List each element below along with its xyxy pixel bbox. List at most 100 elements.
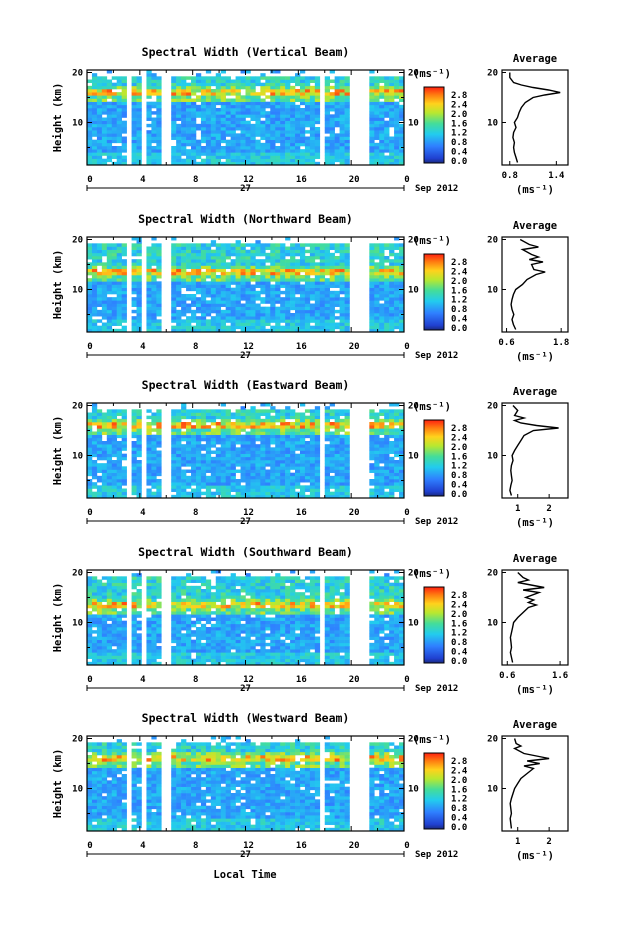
y-tick-label: 10	[72, 452, 83, 462]
heatmap-cell	[379, 325, 385, 330]
heatmap-cell	[210, 240, 217, 244]
heatmap-cell	[260, 252, 266, 257]
heatmap-cell	[369, 275, 375, 279]
heatmap-cell	[205, 453, 212, 458]
heatmap-cell	[399, 469, 405, 473]
heatmap-cell	[91, 319, 98, 323]
heatmap-cell	[334, 325, 340, 330]
heatmap-cell	[136, 120, 142, 125]
heatmap-cell	[200, 422, 207, 426]
y-tick-label-right: 20	[408, 402, 419, 412]
heatmap-cell	[379, 89, 385, 93]
heatmap-cell	[290, 158, 296, 163]
heatmap-cell	[304, 425, 311, 429]
heatmap-cell	[275, 101, 281, 106]
heatmap-cell	[304, 306, 311, 311]
heatmap-cell	[384, 428, 390, 432]
heatmap-cell	[299, 123, 306, 128]
heatmap-cell	[171, 79, 177, 83]
heatmap-cell	[329, 319, 335, 323]
heatmap-cell	[106, 431, 113, 435]
heatmap-cell	[245, 127, 251, 131]
heatmap-cell	[389, 482, 395, 486]
heatmap-cell	[101, 92, 108, 96]
heatmap-cell	[191, 89, 197, 93]
heatmap-cell	[309, 441, 316, 445]
heatmap-cell	[304, 422, 311, 426]
heatmap-cell	[205, 259, 212, 263]
heatmap-cell	[270, 488, 276, 492]
heatmap-cell	[295, 142, 301, 147]
heatmap-cell	[210, 300, 217, 304]
heatmap-cell	[334, 158, 340, 163]
heatmap-cell	[265, 482, 271, 486]
heatmap-cell	[250, 428, 256, 432]
heatmap-cell	[260, 425, 266, 429]
heatmap-cell	[230, 92, 236, 96]
heatmap-cell	[91, 494, 98, 499]
heatmap-cell	[87, 284, 93, 288]
heatmap-cell	[275, 319, 281, 323]
heatmap-cell	[235, 249, 241, 254]
heatmap-cell	[230, 303, 236, 307]
heatmap-cell	[181, 437, 187, 442]
heatmap-cell	[329, 85, 335, 90]
heatmap-cell	[399, 309, 405, 314]
heatmap-cell	[91, 661, 98, 666]
heatmap-cell	[106, 469, 113, 473]
heatmap-cell	[171, 630, 177, 634]
heatmap-cell	[116, 133, 122, 137]
heatmap-cell	[344, 322, 350, 326]
heatmap-cell	[309, 453, 316, 458]
heatmap-cell	[106, 604, 113, 609]
heatmap-cell	[136, 127, 142, 131]
heatmap-cell	[260, 447, 266, 451]
heatmap-cell	[156, 322, 162, 326]
heatmap-cell	[195, 76, 202, 80]
heatmap-cell	[195, 249, 202, 254]
heatmap-cell	[87, 297, 93, 301]
heatmap-cell	[171, 456, 177, 461]
heatmap-cell	[324, 463, 330, 467]
heatmap-cell	[374, 89, 380, 93]
heatmap-cell	[146, 297, 152, 301]
heatmap-cell	[399, 152, 405, 156]
heatmap-cell	[225, 92, 231, 96]
heatmap-cell	[299, 149, 306, 153]
heatmap-cell	[250, 89, 256, 93]
heatmap-cell	[235, 297, 241, 301]
heatmap-cell	[225, 494, 231, 499]
heatmap-cell	[280, 142, 286, 147]
heatmap-cell	[369, 306, 375, 311]
heatmap-cell	[230, 155, 236, 159]
heatmap-cell	[319, 275, 326, 279]
heatmap-cell	[295, 120, 301, 125]
heatmap-cell	[131, 608, 137, 612]
heatmap-cell	[156, 655, 162, 659]
heatmap-cell	[339, 322, 345, 326]
heatmap-cell	[255, 428, 261, 432]
heatmap-cell	[151, 585, 157, 590]
heatmap-cell	[255, 259, 261, 263]
heatmap-cell	[210, 123, 217, 128]
heatmap-cell	[156, 149, 162, 153]
heatmap-cell	[369, 108, 375, 112]
heatmap-cell	[220, 325, 226, 330]
heatmap-cell	[91, 595, 98, 599]
heatmap-cell	[200, 319, 207, 323]
heatmap-cell	[369, 139, 375, 144]
heatmap-cell	[240, 415, 246, 420]
heatmap-cell	[230, 268, 236, 273]
heatmap-cell	[389, 259, 395, 263]
heatmap-cell	[389, 136, 395, 140]
heatmap-cell	[280, 425, 286, 429]
heatmap-cell	[171, 265, 177, 269]
heatmap-cell	[280, 466, 286, 470]
heatmap-cell	[101, 661, 108, 666]
heatmap-cell	[191, 281, 197, 285]
heatmap-cell	[106, 601, 113, 606]
heatmap-cell	[181, 243, 187, 247]
heatmap-cell	[146, 252, 152, 257]
heatmap-cell	[200, 418, 207, 423]
heatmap-cell	[146, 585, 152, 590]
